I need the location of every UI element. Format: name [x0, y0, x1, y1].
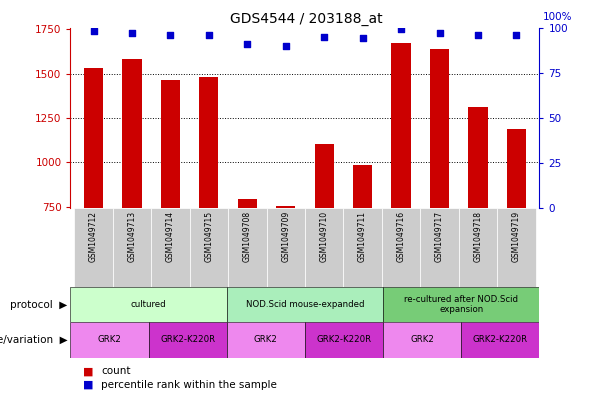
- Point: [473, 31, 483, 38]
- Bar: [468, 107, 487, 208]
- Text: GSM1049714: GSM1049714: [166, 211, 175, 262]
- Text: GSM1049708: GSM1049708: [243, 211, 252, 262]
- Bar: [382, 208, 421, 287]
- Bar: [74, 208, 113, 287]
- Point: [396, 26, 406, 33]
- Text: NOD.Scid mouse-expanded: NOD.Scid mouse-expanded: [246, 300, 364, 309]
- Text: genotype/variation  ▶: genotype/variation ▶: [0, 335, 67, 345]
- Point: [127, 30, 137, 36]
- Point: [242, 40, 252, 47]
- Bar: [276, 206, 295, 208]
- Text: GRK2-K220R: GRK2-K220R: [473, 336, 528, 344]
- Text: GSM1049709: GSM1049709: [281, 211, 290, 262]
- Bar: [189, 208, 228, 287]
- Bar: [314, 145, 334, 208]
- Text: ■: ■: [83, 380, 93, 390]
- Bar: [343, 208, 382, 287]
- Bar: [238, 199, 257, 208]
- Text: cultured: cultured: [131, 300, 167, 309]
- Point: [166, 31, 175, 38]
- Point: [435, 30, 444, 36]
- Bar: [199, 77, 218, 208]
- Text: protocol  ▶: protocol ▶: [10, 299, 67, 310]
- Bar: [507, 129, 526, 208]
- Point: [358, 35, 368, 42]
- Bar: [70, 287, 227, 322]
- Text: GRK2: GRK2: [97, 336, 121, 344]
- Bar: [123, 59, 142, 208]
- Text: GSM1049711: GSM1049711: [358, 211, 367, 262]
- Bar: [421, 208, 459, 287]
- Bar: [227, 287, 383, 322]
- Text: GSM1049716: GSM1049716: [397, 211, 406, 262]
- Text: GSM1049719: GSM1049719: [512, 211, 521, 262]
- Text: GRK2-K220R: GRK2-K220R: [316, 336, 371, 344]
- Point: [281, 42, 291, 49]
- Bar: [149, 322, 227, 358]
- Text: GRK2: GRK2: [254, 336, 278, 344]
- Bar: [113, 208, 151, 287]
- Text: re-cultured after NOD.Scid
expansion: re-cultured after NOD.Scid expansion: [405, 295, 518, 314]
- Bar: [161, 80, 180, 208]
- Point: [89, 28, 99, 34]
- Bar: [227, 322, 305, 358]
- Point: [319, 33, 329, 40]
- Text: GRK2: GRK2: [410, 336, 434, 344]
- Text: ■: ■: [83, 366, 93, 376]
- Point: [511, 31, 521, 38]
- Text: GSM1049718: GSM1049718: [473, 211, 482, 262]
- Bar: [383, 287, 539, 322]
- Bar: [84, 68, 103, 208]
- Bar: [383, 322, 462, 358]
- Text: percentile rank within the sample: percentile rank within the sample: [101, 380, 277, 390]
- Bar: [305, 322, 383, 358]
- Bar: [459, 208, 497, 287]
- Bar: [497, 208, 536, 287]
- Text: GRK2-K220R: GRK2-K220R: [160, 336, 215, 344]
- Text: count: count: [101, 366, 131, 376]
- Bar: [392, 44, 411, 208]
- Text: 100%: 100%: [543, 12, 572, 22]
- Bar: [151, 208, 189, 287]
- Bar: [462, 322, 539, 358]
- Text: GSM1049713: GSM1049713: [128, 211, 137, 262]
- Bar: [305, 208, 343, 287]
- Bar: [430, 49, 449, 208]
- Bar: [353, 165, 372, 208]
- Bar: [267, 208, 305, 287]
- Bar: [228, 208, 267, 287]
- Text: GDS4544 / 203188_at: GDS4544 / 203188_at: [230, 12, 383, 26]
- Text: GSM1049717: GSM1049717: [435, 211, 444, 262]
- Text: GSM1049712: GSM1049712: [89, 211, 98, 262]
- Point: [204, 31, 214, 38]
- Text: GSM1049710: GSM1049710: [320, 211, 329, 262]
- Bar: [70, 322, 149, 358]
- Text: GSM1049715: GSM1049715: [204, 211, 213, 262]
